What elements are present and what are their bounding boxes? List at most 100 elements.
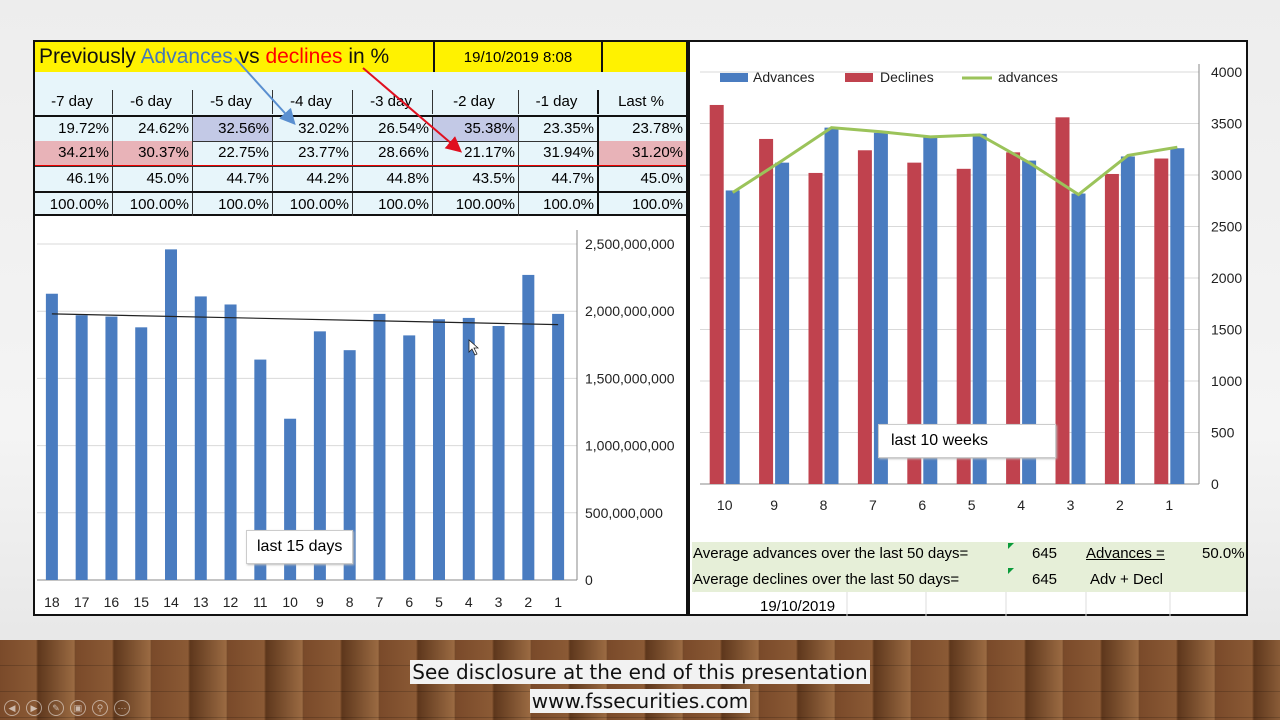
slide-nav: ◀ ▶ ✎ ▣ ⚲ ⋯ — [4, 700, 130, 716]
y-tick-label: 2,500,000,000 — [585, 236, 675, 252]
declines-cell: 31.94% — [519, 141, 599, 165]
y-tick-label: 2,000,000,000 — [585, 303, 675, 319]
y-tick-label: 4000 — [1211, 64, 1242, 80]
stats-panel: Average advances over the last 50 days= … — [692, 542, 1246, 592]
declines-bar — [709, 104, 724, 485]
y-tick-label: 0 — [1211, 476, 1219, 492]
y-tick-label: 2500 — [1211, 219, 1242, 235]
legend-swatch-advances — [720, 73, 748, 82]
bar — [194, 296, 207, 580]
advances-bar — [1120, 156, 1135, 484]
prev-icon[interactable]: ◀ — [4, 700, 20, 716]
advances-bar — [923, 135, 938, 485]
advances-pct: 50.0% — [1202, 545, 1245, 562]
bar — [343, 350, 356, 580]
adv-decl-label: Adv + Decl — [1090, 571, 1163, 588]
table-header: Previously Advances vs declines in % 19/… — [35, 42, 686, 72]
advances-cell: 35.38% — [433, 117, 519, 141]
advances-row: 19.72% 24.62% 32.56% 32.02% 26.54% 35.38% 23.3… — [35, 115, 686, 142]
total-cell: 100.00% — [35, 193, 113, 217]
x-tick-label: 8 — [820, 497, 828, 513]
x-tick-label: 9 — [770, 497, 778, 513]
title-suffix: in % — [342, 45, 390, 68]
x-tick-label: 3 — [1067, 497, 1075, 513]
advances-cell: 23.78% — [632, 120, 683, 137]
y-tick-label: 1,000,000,000 — [585, 438, 675, 454]
table-header-cell: -4 day — [273, 90, 353, 114]
x-tick-label: 12 — [223, 594, 239, 610]
ratio-cell: 44.7% — [519, 167, 599, 191]
advances-bar — [972, 133, 987, 485]
ratio-row: 46.1% 45.0% 44.7% 44.2% 44.8% 43.5% 44.7% 45.0% — [35, 166, 686, 193]
x-tick-label: 2 — [524, 594, 532, 610]
avg-declines-value: 645 — [1032, 571, 1058, 588]
advances-cell: 19.72% — [35, 117, 113, 141]
declines-bar — [857, 150, 872, 484]
title-vs: vs — [232, 45, 266, 68]
x-tick-label: 7 — [376, 594, 384, 610]
slides-icon[interactable]: ▣ — [70, 700, 86, 716]
bar — [373, 313, 386, 580]
x-tick-label: 13 — [193, 594, 209, 610]
declines-cell: 21.17% — [433, 141, 519, 165]
adv-dec-chart-svg: 4000 3500 3000 2500 2000 1500 1000 500 0 10 9 8 7 6 5 4… — [700, 64, 1242, 513]
ratio-cell: 44.2% — [273, 167, 353, 191]
y-tick-label: 2000 — [1211, 270, 1242, 286]
total-cell: 100.0% — [632, 196, 683, 213]
website-text: www.fssecurities.com — [0, 689, 1280, 713]
bar — [313, 331, 326, 580]
x-tick-label: 6 — [918, 497, 926, 513]
ratio-cell: 45.0% — [640, 170, 683, 187]
title-prefix: Previously — [39, 45, 141, 68]
disclosure-line: See disclosure at the end of this presen… — [410, 660, 870, 684]
bar — [492, 325, 505, 580]
x-tick-label: 5 — [435, 594, 443, 610]
x-tick-label: 16 — [104, 594, 120, 610]
x-tick-label: 4 — [1017, 497, 1025, 513]
x-tick-label: 3 — [495, 594, 503, 610]
advances-cell: 32.02% — [273, 117, 353, 141]
y-tick-label: 3000 — [1211, 167, 1242, 183]
pen-icon[interactable]: ✎ — [48, 700, 64, 716]
declines-bar — [808, 172, 823, 484]
x-tick-label: 4 — [465, 594, 473, 610]
declines-cell: 31.20% — [599, 141, 686, 165]
x-tick-label: 15 — [133, 594, 149, 610]
declines-cell: 28.66% — [353, 141, 433, 165]
next-icon[interactable]: ▶ — [26, 700, 42, 716]
bar — [403, 335, 416, 580]
x-tick-label: 8 — [346, 594, 354, 610]
bar — [45, 293, 58, 580]
more-icon[interactable]: ⋯ — [114, 700, 130, 716]
zoom-icon[interactable]: ⚲ — [92, 700, 108, 716]
timestamp: 19/10/2019 8:08 — [433, 42, 603, 72]
bar — [462, 317, 475, 580]
advances-cell: 26.54% — [353, 117, 433, 141]
table-header-cell: -2 day — [433, 90, 519, 114]
y-tick-label: 1000 — [1211, 373, 1242, 389]
y-tick-label: 1500 — [1211, 322, 1242, 338]
advances-cell: 23.35% — [519, 117, 599, 141]
declines-bar — [1104, 173, 1119, 484]
total-cell: 100.00% — [113, 193, 193, 217]
table-title: Previously Advances vs declines in % — [39, 43, 389, 71]
declines-arrow — [362, 67, 463, 153]
declines-cell: 30.37% — [113, 141, 193, 165]
cursor-icon — [468, 339, 480, 356]
declines-cell: 23.77% — [273, 141, 353, 165]
total-cell: 100.0% — [353, 193, 433, 217]
advances-bar — [1071, 193, 1086, 485]
y-tick-label: 500,000,000 — [585, 505, 663, 521]
table-header-cell: Last % — [618, 93, 664, 110]
trendline — [51, 313, 559, 326]
advances-bar — [1022, 160, 1037, 484]
grid-lines — [846, 592, 1171, 616]
x-tick-label: 6 — [405, 594, 413, 610]
bar — [75, 315, 88, 580]
x-tick-label: 10 — [282, 594, 298, 610]
x-tick-label: 1 — [1165, 497, 1173, 513]
avg-advances-value: 645 — [1032, 545, 1058, 562]
bar — [522, 274, 535, 580]
ratio-cell: 43.5% — [433, 167, 519, 191]
legend-swatch-declines — [845, 73, 873, 82]
